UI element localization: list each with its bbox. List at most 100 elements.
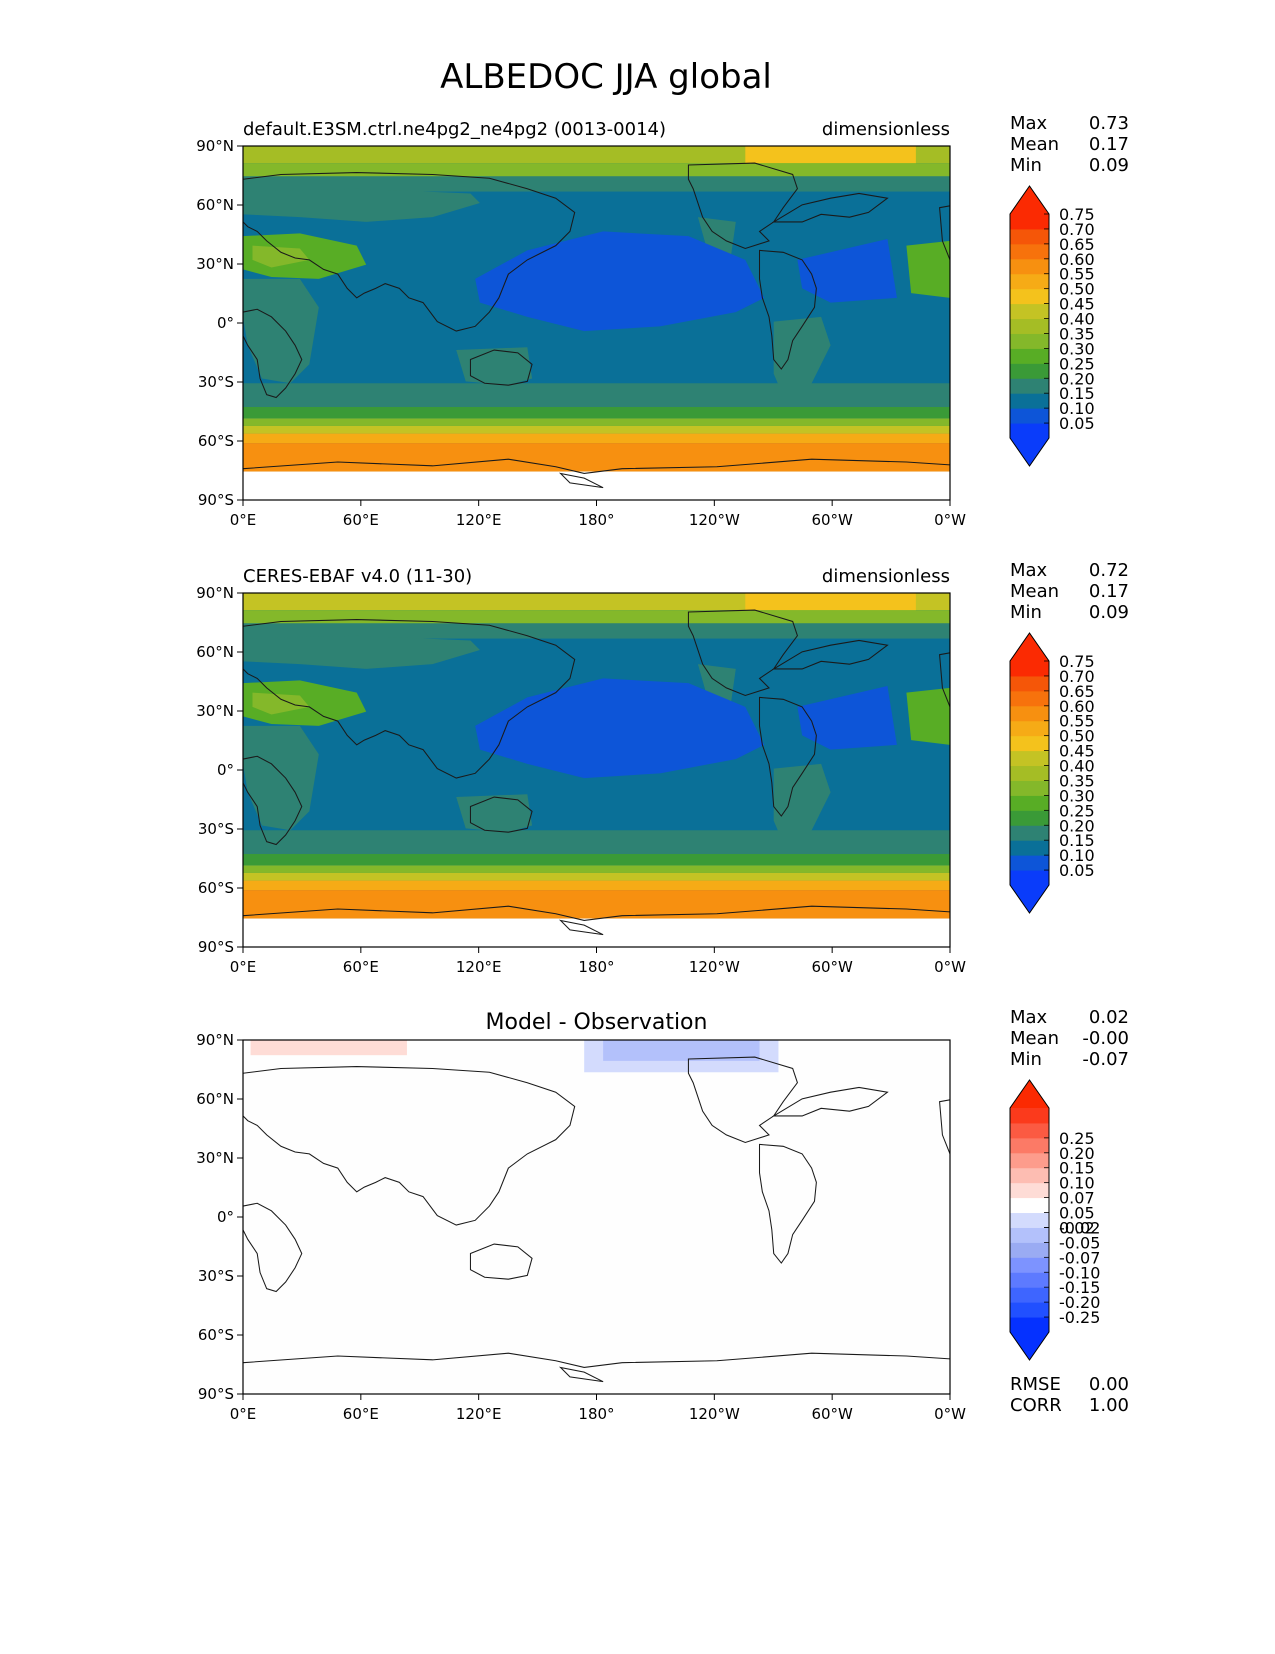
stat-value: 0.72 — [1089, 560, 1129, 581]
panel-left-title: default.E3SM.ctrl.ne4pg2_ne4pg2 (0013-00… — [243, 119, 666, 140]
stat-label: Max — [1010, 113, 1048, 134]
y-tick-label: 90°S — [198, 938, 234, 956]
colorbar-label: -0.15 — [1059, 1278, 1100, 1297]
y-tick-label: 60°S — [198, 1326, 234, 1344]
x-tick-label: 0°W — [934, 1405, 966, 1423]
field-southern-5 — [243, 880, 951, 891]
y-tick-label: 90°N — [196, 584, 234, 602]
x-tick-label: 60°E — [343, 958, 379, 976]
x-tick-label: 120°E — [456, 511, 502, 529]
colorbar-label: 0.50 — [1059, 280, 1095, 299]
x-tick-label: 180° — [578, 511, 614, 529]
colorbar-segment — [1010, 288, 1049, 305]
colorbar-segment — [1010, 1212, 1049, 1228]
colorbar-label: 0.10 — [1059, 399, 1095, 418]
stat-label: Mean — [1010, 1028, 1059, 1049]
colorbar-segment — [1010, 1152, 1049, 1169]
x-tick-label: 60°E — [343, 1405, 379, 1423]
stat-value: 0.09 — [1089, 155, 1129, 176]
field-arctic-band-3 — [243, 623, 951, 639]
colorbar-label: 0.70 — [1059, 667, 1095, 686]
colorbar-segment — [1010, 318, 1049, 334]
x-tick-label: 120°W — [689, 1405, 740, 1423]
colorbar-label: 0.65 — [1059, 235, 1095, 254]
colorbar-label: 0.30 — [1059, 786, 1095, 805]
colorbar-segment — [1010, 870, 1049, 886]
panel-center-title: Model - Observation — [486, 1010, 708, 1035]
colorbar-segment — [1010, 750, 1049, 767]
y-tick-label: 90°N — [196, 1031, 234, 1049]
colorbar-segment — [1010, 765, 1049, 781]
colorbar-segment — [1010, 1137, 1049, 1154]
field-pacific-low — [475, 231, 765, 332]
y-tick-label: 60°S — [198, 432, 234, 450]
y-tick-label: 60°N — [196, 1090, 234, 1108]
colorbar-label: -0.07 — [1059, 1248, 1100, 1267]
colorbar-label: -0.05 — [1059, 1233, 1100, 1252]
colorbar-segment — [1010, 810, 1049, 826]
x-tick-label: 120°W — [689, 958, 740, 976]
field-southern-4 — [243, 872, 951, 881]
colorbar-segment — [1010, 705, 1049, 722]
stat-label: Max — [1010, 560, 1048, 581]
colorbar-label: 0.15 — [1059, 831, 1095, 850]
figure-title: ALBEDOC JJA global — [440, 57, 772, 97]
colorbar-label: 0.75 — [1059, 652, 1095, 671]
colorbar-segment — [1010, 303, 1049, 320]
field-positive-patch — [250, 1040, 407, 1056]
field-arctic-band-2 — [243, 610, 951, 624]
y-tick-label: 0° — [217, 314, 234, 332]
colorbar-label: 0.02 — [1059, 1218, 1095, 1237]
colorbar-segment — [1010, 1287, 1049, 1303]
colorbar-label: 0.60 — [1059, 697, 1095, 716]
colorbar-label: 0.70 — [1059, 220, 1095, 239]
field-australia — [456, 347, 533, 386]
stat-label: Max — [1010, 1007, 1048, 1028]
colorbar-label: 0.05 — [1059, 861, 1095, 880]
colorbar-segment — [1010, 1302, 1049, 1318]
colorbar-segment — [1010, 243, 1049, 260]
colorbar-label: 0.55 — [1059, 265, 1095, 284]
colorbar-label: 0.10 — [1059, 1174, 1095, 1193]
stat-value: 0.17 — [1089, 134, 1129, 155]
stat-value: 0.02 — [1089, 1007, 1129, 1028]
colorbar-segment — [1010, 273, 1049, 290]
stat-value: 0.17 — [1089, 581, 1129, 602]
field-africa — [243, 725, 319, 831]
field-atlantic-low — [797, 239, 897, 303]
field-missing-antarctic — [243, 471, 951, 501]
field-eurasia — [243, 188, 480, 222]
stat-value: 0.09 — [1089, 602, 1129, 623]
colorbar-under-arrow — [1010, 1332, 1049, 1360]
y-tick-label: 30°S — [198, 373, 234, 391]
metric-value: 0.00 — [1089, 1374, 1129, 1395]
x-tick-label: 0°W — [934, 511, 966, 529]
colorbar-label: 0.15 — [1059, 384, 1095, 403]
y-tick-label: 60°N — [196, 196, 234, 214]
stat-label: Mean — [1010, 581, 1059, 602]
field-sahara-wrap — [906, 687, 951, 745]
colorbar-segment — [1010, 690, 1049, 707]
y-tick-label: 30°S — [198, 1267, 234, 1285]
colorbar-segment — [1010, 675, 1049, 692]
x-tick-label: 120°E — [456, 1405, 502, 1423]
colorbar-label: 0.40 — [1059, 310, 1095, 329]
colorbar-segment — [1010, 1317, 1049, 1333]
y-tick-label: 0° — [217, 1208, 234, 1226]
panel-units: dimensionless — [822, 119, 950, 140]
field-pacific-low — [475, 678, 765, 779]
metric-label: CORR — [1010, 1395, 1062, 1416]
colorbar-segment — [1010, 348, 1049, 364]
field-southern-1 — [243, 830, 951, 854]
y-tick-label: 30°S — [198, 820, 234, 838]
colorbar-label: 0.25 — [1059, 354, 1095, 373]
colorbar-label: 0.15 — [1059, 1159, 1095, 1178]
stat-value: -0.07 — [1082, 1049, 1129, 1070]
colorbar-label: 0.07 — [1059, 1189, 1095, 1208]
y-tick-label: 90°S — [198, 1385, 234, 1403]
metric-value: 1.00 — [1089, 1395, 1129, 1416]
map-field — [243, 1040, 951, 1394]
colorbar-label: 0.10 — [1059, 846, 1095, 865]
colorbar-segment — [1010, 780, 1049, 796]
